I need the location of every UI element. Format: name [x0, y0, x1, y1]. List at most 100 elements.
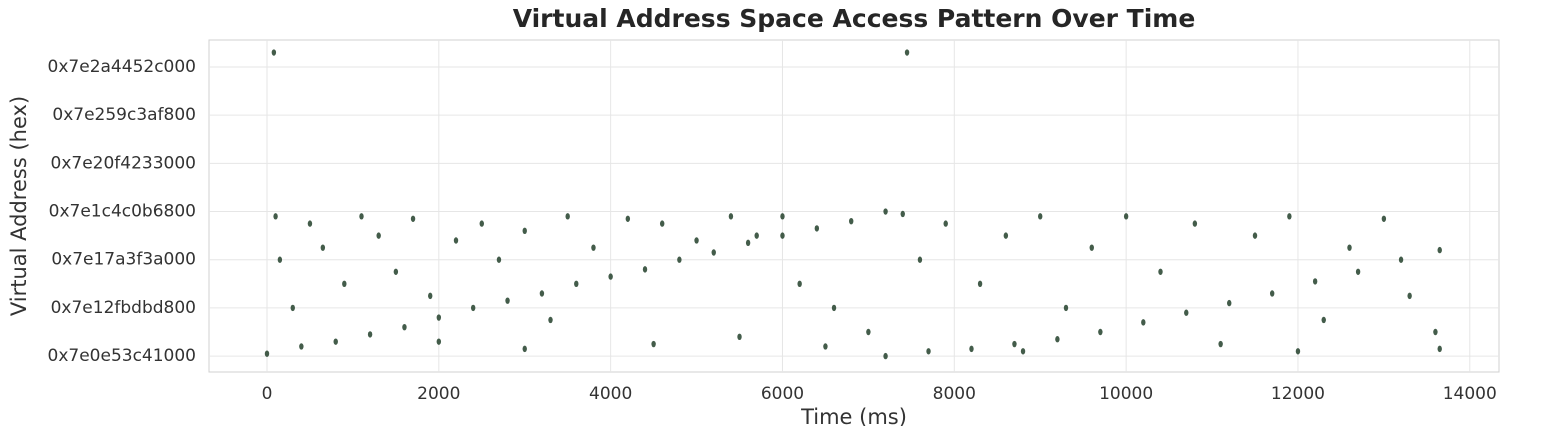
- data-point: [1227, 299, 1232, 307]
- data-point: [849, 217, 854, 225]
- x-tick-label: 10000: [1099, 384, 1153, 404]
- data-point: [402, 323, 407, 331]
- data-point: [1407, 292, 1412, 300]
- data-point: [651, 340, 656, 348]
- data-point: [1355, 268, 1361, 275]
- data-point: [307, 220, 313, 227]
- data-point: [1089, 244, 1094, 251]
- data-point: [659, 220, 665, 227]
- data-point: [642, 266, 648, 273]
- data-point: [505, 297, 510, 304]
- data-point: [376, 232, 381, 239]
- data-point: [264, 350, 270, 357]
- data-point: [1269, 290, 1275, 297]
- data-point: [1381, 215, 1387, 222]
- data-point: [1184, 309, 1189, 316]
- y-tick-label: 0x7e12fbdbd800: [51, 298, 196, 318]
- data-point: [320, 244, 326, 251]
- x-tick-label: 14000: [1443, 384, 1497, 404]
- y-tick-label: 0x7e0e53c41000: [48, 346, 196, 366]
- data-point: [900, 210, 905, 218]
- data-point: [410, 215, 416, 222]
- data-point: [1141, 319, 1146, 326]
- data-point: [1287, 213, 1292, 220]
- data-point: [969, 345, 974, 353]
- chart-title: Virtual Address Space Access Pattern Ove…: [513, 4, 1196, 33]
- data-point: [1020, 348, 1026, 355]
- data-point: [591, 244, 596, 251]
- y-tick-label: 0x7e20f4233000: [51, 153, 196, 173]
- y-tick-label: 0x7e2a4452c000: [48, 57, 196, 77]
- data-point: [608, 273, 613, 280]
- y-tick-label: 0x7e259c3af800: [52, 105, 196, 125]
- data-point: [745, 239, 751, 247]
- x-tick-label: 6000: [761, 384, 804, 404]
- data-point: [797, 280, 802, 288]
- y-tick-label: 0x7e1c4c0b6800: [49, 202, 196, 222]
- data-point: [1012, 340, 1017, 348]
- x-tick-label: 8000: [933, 384, 976, 404]
- data-point: [831, 304, 837, 312]
- data-point: [883, 208, 888, 215]
- data-point: [677, 256, 682, 263]
- data-point: [574, 280, 579, 288]
- data-point: [694, 237, 699, 244]
- data-point: [883, 352, 888, 360]
- data-point: [926, 348, 931, 355]
- data-point: [625, 215, 631, 222]
- data-point: [814, 225, 820, 232]
- data-point: [522, 227, 527, 235]
- data-point: [823, 343, 828, 350]
- data-point: [359, 213, 364, 220]
- data-point: [1347, 244, 1352, 251]
- data-point: [496, 256, 502, 263]
- data-point: [1123, 213, 1129, 220]
- plot-frame: [208, 39, 1500, 373]
- data-point: [1252, 232, 1258, 239]
- data-point: [728, 213, 734, 220]
- data-point: [1398, 256, 1404, 263]
- data-point: [1218, 340, 1223, 348]
- data-point: [539, 290, 545, 297]
- data-point: [1038, 213, 1043, 220]
- y-tick-label: 0x7e17a3f3a000: [51, 250, 196, 270]
- data-point: [548, 316, 553, 324]
- data-point: [453, 237, 459, 244]
- data-point: [290, 304, 295, 312]
- data-point: [1003, 232, 1009, 239]
- x-tick-label: 12000: [1271, 384, 1325, 404]
- data-point: [1055, 336, 1060, 343]
- data-point: [436, 338, 442, 345]
- data-point: [904, 49, 910, 56]
- data-point: [917, 256, 923, 263]
- data-point: [428, 292, 433, 300]
- data-point: [1063, 304, 1069, 312]
- data-point: [780, 232, 785, 239]
- y-axis-label: Virtual Address (hex): [7, 96, 31, 316]
- data-point: [470, 304, 476, 312]
- x-tick-label: 2000: [417, 384, 460, 404]
- data-point: [393, 268, 399, 275]
- data-point: [367, 331, 373, 338]
- data-point: [737, 333, 742, 341]
- data-point: [1437, 345, 1442, 353]
- data-point: [436, 314, 442, 321]
- data-point: [1312, 278, 1318, 285]
- data-point: [565, 213, 570, 220]
- data-point: [277, 256, 283, 263]
- data-point: [1295, 348, 1301, 355]
- data-point: [1158, 268, 1163, 275]
- data-point: [1437, 246, 1442, 254]
- data-point: [299, 343, 304, 350]
- data-point: [711, 249, 716, 256]
- x-tick-label: 4000: [589, 384, 632, 404]
- data-point: [1098, 328, 1103, 336]
- data-point: [943, 220, 948, 227]
- data-point: [754, 232, 759, 239]
- data-point: [479, 220, 484, 227]
- data-point: [1321, 316, 1326, 324]
- data-point: [977, 280, 983, 288]
- data-point: [342, 280, 347, 288]
- data-point: [780, 213, 785, 220]
